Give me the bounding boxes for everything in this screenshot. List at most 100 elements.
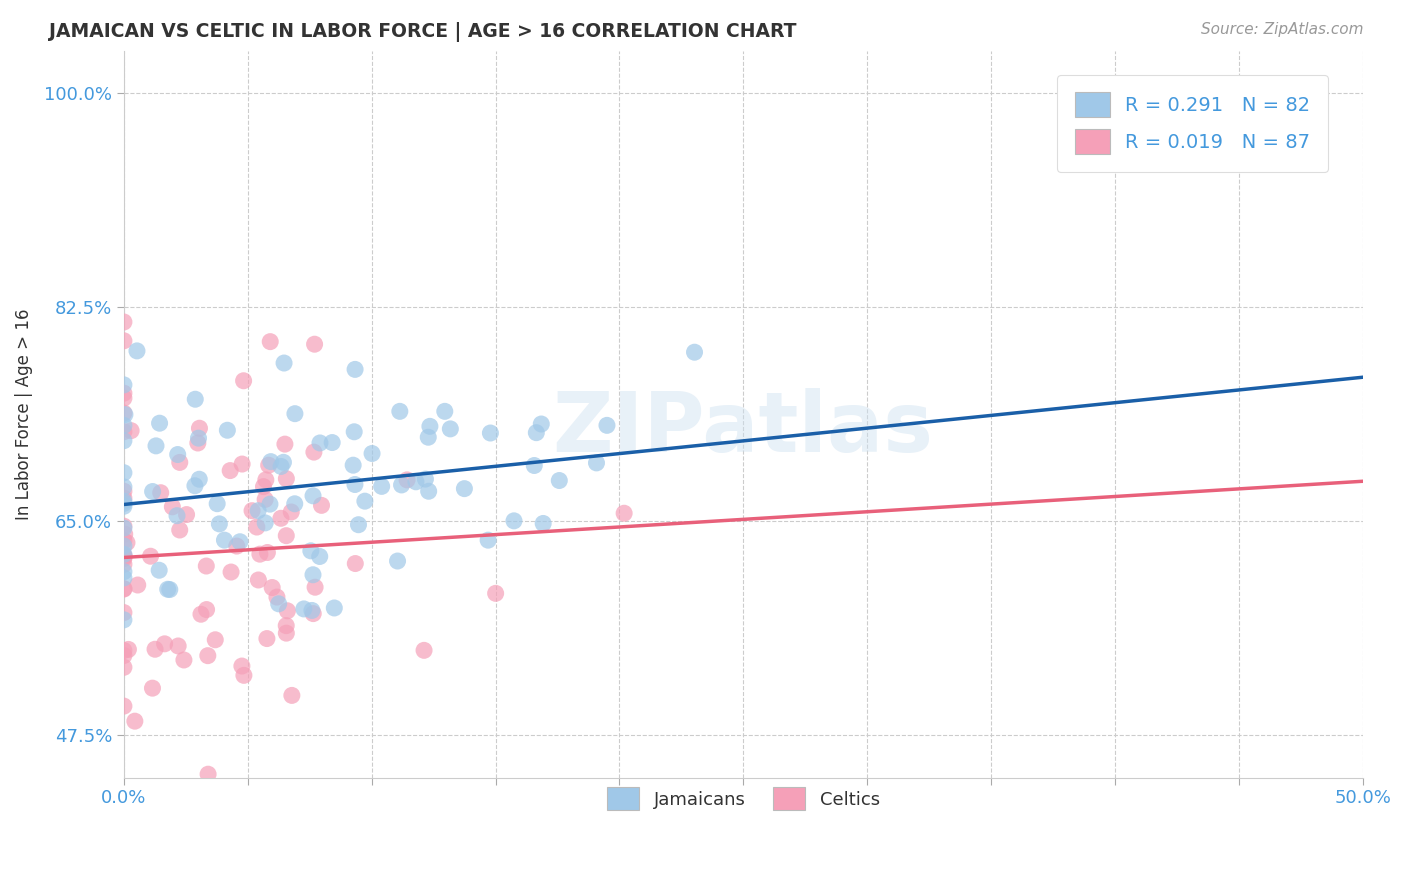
Point: [112, 500, 135, 514]
Point: [418, 484, 440, 499]
Point: [112, 466, 135, 480]
Point: [148, 416, 170, 430]
Text: JAMAICAN VS CELTIC IN LABOR FORCE | AGE > 16 CORRELATION CHART: JAMAICAN VS CELTIC IN LABOR FORCE | AGE …: [49, 22, 797, 42]
Point: [112, 565, 135, 579]
Point: [249, 547, 271, 561]
Point: [530, 417, 553, 431]
Point: [125, 343, 148, 358]
Point: [112, 377, 135, 392]
Point: [256, 632, 278, 646]
Point: [344, 362, 367, 376]
Point: [304, 337, 326, 351]
Point: [246, 520, 269, 534]
Point: [415, 472, 437, 486]
Point: [308, 549, 330, 564]
Point: [276, 626, 298, 640]
Point: [388, 404, 411, 418]
Point: [145, 439, 167, 453]
Point: [276, 529, 298, 543]
Point: [274, 437, 297, 451]
Point: [112, 334, 135, 348]
Point: [190, 607, 212, 622]
Point: [280, 505, 302, 519]
Point: [112, 549, 135, 564]
Point: [115, 535, 138, 549]
Point: [112, 418, 135, 433]
Point: [114, 527, 136, 541]
Point: [585, 456, 607, 470]
Point: [259, 497, 281, 511]
Point: [281, 689, 304, 703]
Point: [153, 637, 176, 651]
Point: [205, 497, 228, 511]
Point: [112, 521, 135, 535]
Point: [531, 516, 554, 531]
Point: [232, 374, 254, 388]
Point: [260, 455, 283, 469]
Point: [184, 479, 207, 493]
Point: [112, 425, 135, 439]
Point: [240, 504, 263, 518]
Point: [354, 494, 377, 508]
Point: [127, 578, 149, 592]
Point: [479, 425, 502, 440]
Point: [114, 408, 136, 422]
Point: [311, 499, 333, 513]
Point: [613, 506, 636, 520]
Point: [252, 480, 274, 494]
Point: [219, 565, 242, 579]
Point: [142, 484, 165, 499]
Point: [596, 418, 619, 433]
Point: [112, 533, 135, 548]
Point: [167, 639, 190, 653]
Point: [112, 434, 135, 448]
Text: Source: ZipAtlas.com: Source: ZipAtlas.com: [1201, 22, 1364, 37]
Point: [439, 422, 461, 436]
Point: [112, 660, 135, 674]
Point: [270, 511, 292, 525]
Point: [166, 448, 188, 462]
Y-axis label: In Labor Force | Age > 16: In Labor Force | Age > 16: [15, 309, 32, 520]
Point: [396, 473, 419, 487]
Point: [139, 549, 162, 564]
Point: [347, 517, 370, 532]
Point: [413, 643, 436, 657]
Point: [361, 446, 384, 460]
Point: [112, 582, 135, 596]
Point: [254, 516, 277, 530]
Point: [342, 458, 364, 473]
Point: [217, 423, 239, 437]
Point: [273, 356, 295, 370]
Point: [231, 457, 253, 471]
Point: [433, 404, 456, 418]
Point: [195, 602, 218, 616]
Point: [112, 549, 135, 564]
Point: [169, 523, 191, 537]
Point: [259, 334, 281, 349]
Point: [247, 504, 270, 518]
Point: [112, 480, 135, 494]
Point: [112, 496, 135, 510]
Point: [302, 489, 325, 503]
Point: [503, 514, 526, 528]
Point: [299, 544, 322, 558]
Point: [148, 563, 170, 577]
Point: [112, 643, 135, 657]
Point: [197, 767, 219, 781]
Point: [162, 500, 184, 514]
Point: [321, 435, 343, 450]
Point: [112, 571, 135, 585]
Point: [284, 497, 307, 511]
Point: [266, 590, 288, 604]
Point: [276, 618, 298, 632]
Point: [112, 699, 135, 714]
Point: [391, 478, 413, 492]
Point: [292, 602, 315, 616]
Point: [187, 431, 209, 445]
Point: [112, 315, 135, 329]
Point: [159, 582, 181, 597]
Point: [173, 653, 195, 667]
Point: [214, 533, 236, 548]
Point: [683, 345, 706, 359]
Point: [112, 539, 135, 553]
